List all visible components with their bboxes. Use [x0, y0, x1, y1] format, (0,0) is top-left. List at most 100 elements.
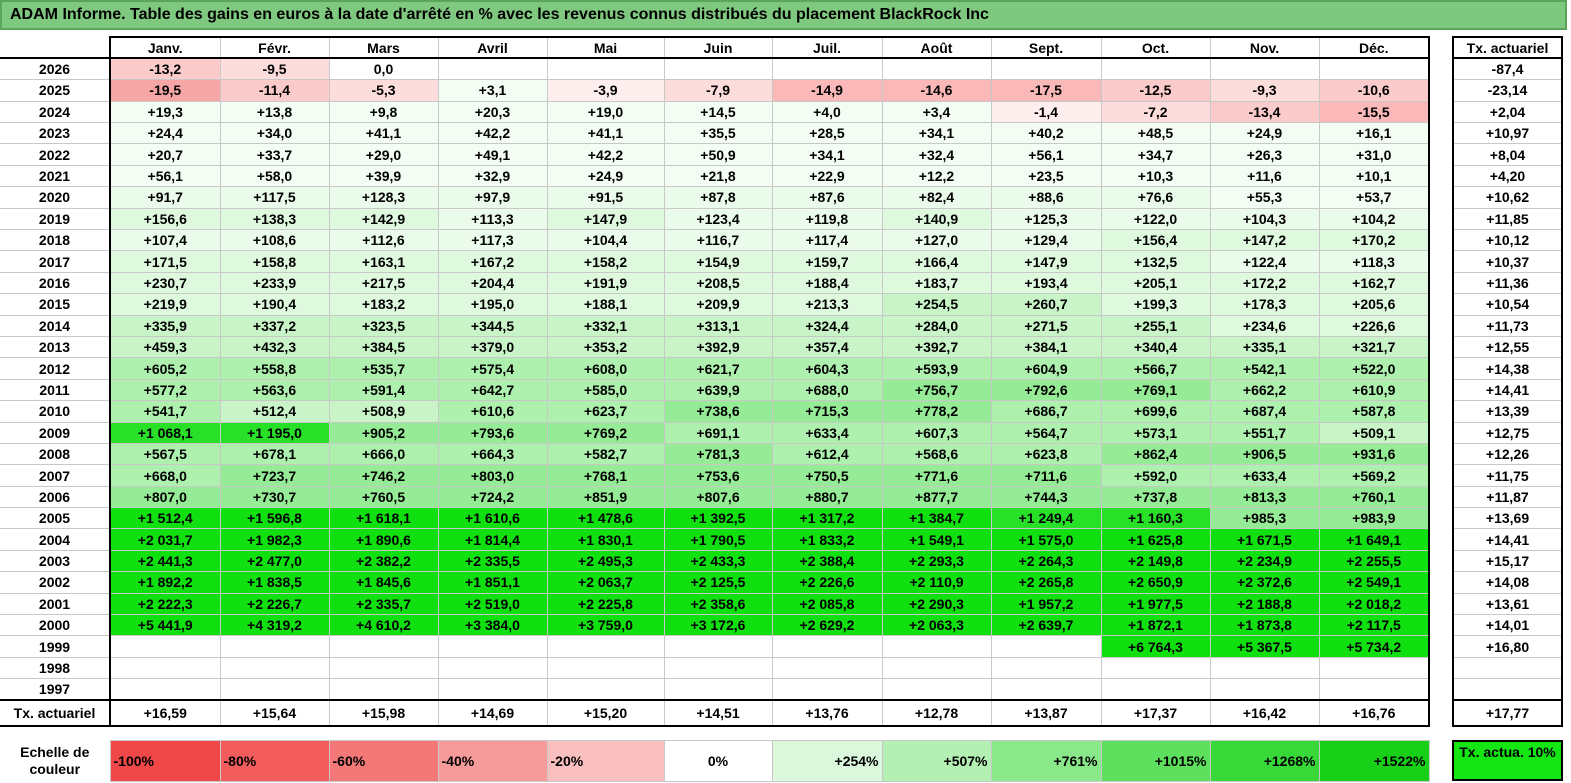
gain-cell: +108,6 — [219, 229, 330, 252]
gain-cell: +807,0 — [109, 485, 221, 509]
gain-cell: +1 649,1 — [1318, 528, 1430, 551]
gain-cell: +793,6 — [437, 421, 548, 444]
rate-cell: +11,87 — [1452, 485, 1563, 509]
year-label: 2019 — [0, 207, 111, 231]
gain-cell: +551,7 — [1209, 421, 1320, 444]
gain-cell: +19,3 — [109, 100, 221, 124]
table-row: 2022 +20,7 +33,7 +29,0 +49,1 +42,2 +50,9 +34,1 +… — [0, 143, 1430, 166]
gain-cell: +190,4 — [219, 293, 330, 316]
gain-cell: +2 629,2 — [771, 614, 883, 637]
gain-cell: -19,5 — [109, 79, 221, 102]
gain-cell — [990, 57, 1102, 81]
table-row: 2024 +19,3 +13,8 +9,8 +20,3 +19,0 +14,5 +4,0 +3,… — [0, 100, 1430, 124]
gain-cell: +662,2 — [1209, 378, 1320, 402]
gain-cell: +129,4 — [990, 229, 1102, 252]
gain-cell — [546, 635, 665, 658]
gain-cell: +1 851,1 — [437, 571, 548, 594]
gain-cell: +332,1 — [546, 314, 665, 337]
gain-cell: +4 319,2 — [219, 614, 330, 637]
month-header: Juin — [663, 35, 773, 60]
gain-cell: +58,0 — [219, 164, 330, 188]
color-scale-step: -80% — [219, 740, 330, 782]
gain-cell: +567,5 — [109, 442, 221, 466]
gain-cell: +213,3 — [771, 293, 883, 316]
gain-cell: -15,5 — [1318, 100, 1430, 124]
gain-cell: +760,5 — [328, 485, 439, 509]
gain-cell: +158,8 — [219, 250, 330, 273]
gain-cell: +20,3 — [437, 100, 548, 124]
gain-cell: +82,4 — [881, 186, 992, 209]
gain-cell: +541,7 — [109, 400, 221, 423]
year-label: 1998 — [0, 656, 111, 680]
gain-cell: +23,5 — [990, 164, 1102, 188]
gain-cell — [219, 678, 330, 701]
gain-cell: +87,6 — [771, 186, 883, 209]
gain-cell: +459,3 — [109, 335, 221, 359]
gain-cell: +807,6 — [663, 485, 773, 509]
month-header: Juil. — [771, 35, 883, 60]
actuarial-legend: Tx. actua. 10% — [1452, 740, 1563, 781]
gain-cell — [881, 57, 992, 81]
gain-cell — [990, 656, 1102, 680]
gain-cell: +147,9 — [990, 250, 1102, 273]
rate-cell: +12,75 — [1452, 421, 1563, 444]
gain-cell: +983,9 — [1318, 507, 1430, 530]
year-label: 2007 — [0, 464, 111, 487]
gain-cell: +183,7 — [881, 271, 992, 295]
gain-cell: +2 293,3 — [881, 549, 992, 573]
rate-cell: -87,4 — [1452, 57, 1563, 81]
gain-cell: +1 392,5 — [663, 507, 773, 530]
gain-cell: -5,3 — [328, 79, 439, 102]
gain-cell: +906,5 — [1209, 442, 1320, 466]
gain-cell: +147,2 — [1209, 229, 1320, 252]
gain-cell: +140,9 — [881, 207, 992, 231]
gain-cell: +691,1 — [663, 421, 773, 444]
gain-cell: +1 977,5 — [1100, 592, 1211, 616]
gain-cell — [881, 678, 992, 701]
gain-cell: +2 382,2 — [328, 549, 439, 573]
gain-cell: +76,6 — [1100, 186, 1211, 209]
color-scale-step: +1015% — [1100, 740, 1211, 782]
gain-cell: +711,6 — [990, 464, 1102, 487]
gain-cell: +204,4 — [437, 271, 548, 295]
gain-cell: +2 477,0 — [219, 549, 330, 573]
gain-cell: +542,1 — [1209, 357, 1320, 380]
report-title: ADAM Informe. Table des gains en euros à… — [0, 0, 1567, 30]
gain-cell: +2 063,3 — [881, 614, 992, 637]
gain-cell: +147,9 — [546, 207, 665, 231]
gain-cell: +337,2 — [219, 314, 330, 337]
year-label: 2011 — [0, 378, 111, 402]
gain-cell: +159,7 — [771, 250, 883, 273]
gain-cell: +142,9 — [328, 207, 439, 231]
gain-cell: +605,2 — [109, 357, 221, 380]
gain-cell — [328, 678, 439, 701]
gain-cell: +104,2 — [1318, 207, 1430, 231]
gain-cell: -7,2 — [1100, 100, 1211, 124]
gain-cell: +535,7 — [328, 357, 439, 380]
gain-cell: +384,1 — [990, 335, 1102, 359]
table-row: 2023 +24,4 +34,0 +41,1 +42,2 +41,1 +35,5 +28,5 +… — [0, 122, 1430, 145]
gain-cell: +35,5 — [663, 122, 773, 145]
gain-cell: +166,4 — [881, 250, 992, 273]
year-label: 2022 — [0, 143, 111, 166]
table-row: 2014 +335,9 +337,2 +323,5 +344,5 +332,1 +313,1… — [0, 314, 1430, 337]
gain-cell: -9,5 — [219, 57, 330, 81]
color-scale-step: +254% — [771, 740, 883, 782]
color-scale-step: +761% — [990, 740, 1102, 782]
gain-cell: +323,5 — [328, 314, 439, 337]
gain-cell: +163,1 — [328, 250, 439, 273]
gain-cell: +558,8 — [219, 357, 330, 380]
gain-cell: +16,1 — [1318, 122, 1430, 145]
rate-cell: +16,80 — [1452, 635, 1563, 658]
gain-cell: +2 188,8 — [1209, 592, 1320, 616]
gain-cell: +178,3 — [1209, 293, 1320, 316]
gain-cell: -11,4 — [219, 79, 330, 102]
gain-cell: +254,5 — [881, 293, 992, 316]
gain-cell — [990, 635, 1102, 658]
table-row: 1997 — [0, 678, 1430, 701]
summary-rate-cell: +13,76 — [771, 699, 883, 728]
gain-cell: +760,1 — [1318, 485, 1430, 509]
gain-cell: +205,1 — [1100, 271, 1211, 295]
gain-cell: +1 957,2 — [990, 592, 1102, 616]
gain-cell: +1 618,1 — [328, 507, 439, 530]
